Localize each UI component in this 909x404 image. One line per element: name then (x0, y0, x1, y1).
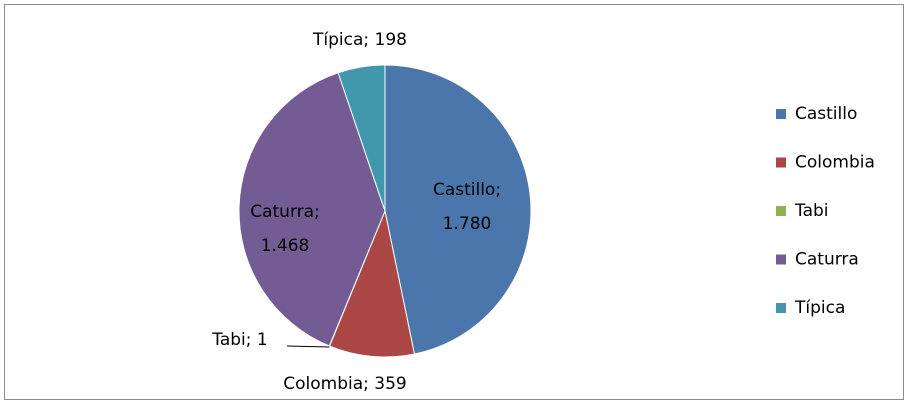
legend-swatch (776, 303, 786, 313)
legend-label: Típica (794, 298, 845, 318)
data-label: Tabi; 1 (211, 330, 267, 350)
legend-swatch (776, 206, 786, 216)
legend-label: Tabi (794, 201, 829, 221)
data-label: Caturra; 1.468 (250, 202, 320, 256)
data-label: Castillo; 1.780 (433, 180, 501, 234)
pie-slice (384, 64, 532, 355)
leader-line (286, 345, 330, 348)
pie-slice (337, 64, 386, 212)
legend-label: Colombia (795, 153, 875, 173)
legend-swatch (776, 254, 786, 265)
legend-swatch (776, 157, 786, 168)
legend-label: Castillo (795, 104, 857, 124)
legend-label: Caturra (795, 250, 859, 270)
data-label: Colombia; 359 (283, 374, 406, 394)
data-label: Típica; 198 (312, 30, 407, 50)
pie-slice (328, 209, 416, 358)
legend-swatch (776, 109, 786, 119)
pie-slice (238, 72, 386, 347)
